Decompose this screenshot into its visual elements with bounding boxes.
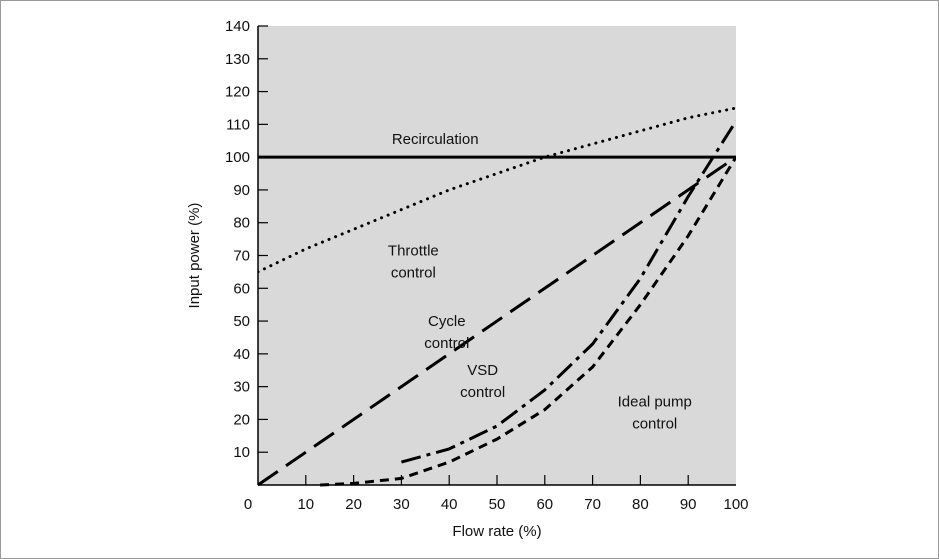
curve-label-line: Throttle	[388, 243, 439, 260]
y-tick-label: 60	[233, 280, 250, 297]
plot-area	[258, 26, 736, 485]
y-tick-label: 120	[225, 84, 250, 101]
x-tick-label: 40	[441, 496, 458, 513]
curve-label: Cycle control	[424, 313, 469, 352]
curve-label-line: Recirculation	[392, 131, 479, 148]
x-tick-label: 70	[584, 496, 601, 513]
y-tick-label: 140	[225, 18, 250, 35]
curve-label-line: control	[424, 335, 469, 352]
x-tick-label: 90	[680, 496, 697, 513]
curve-label: Recirculation	[392, 131, 479, 148]
y-tick-label: 110	[226, 116, 250, 133]
y-tick-label: 20	[233, 411, 250, 428]
x-tick-label: 50	[489, 496, 506, 513]
x-tick-label: 0	[244, 496, 252, 513]
y-tick-label: 10	[233, 444, 250, 461]
curve-label-line: Ideal pump	[618, 393, 692, 410]
curve-label: Throttle control	[388, 243, 439, 282]
curve-label: VSD control	[460, 362, 505, 401]
curve-label: Ideal pump control	[618, 393, 692, 432]
curve-label-line: control	[460, 384, 505, 401]
y-tick-label: 100	[225, 149, 250, 166]
x-tick-label: 60	[536, 496, 553, 513]
y-axis-title: Input power (%)	[186, 203, 203, 309]
x-tick-label: 10	[297, 496, 314, 513]
y-tick-label: 70	[233, 248, 250, 265]
x-tick-label: 80	[632, 496, 649, 513]
x-axis-title: Flow rate (%)	[452, 523, 541, 540]
series-line-dash-dot	[401, 120, 736, 464]
y-tick-label: 30	[233, 379, 250, 396]
curve-label-line: control	[391, 265, 436, 282]
series-line-dotted	[258, 106, 736, 274]
curve-label-line: Cycle	[428, 313, 466, 330]
curve-label-line: VSD	[467, 362, 498, 379]
y-tick-label: 90	[233, 182, 250, 199]
series-line-short-dash	[320, 156, 736, 487]
curve-label-line: control	[632, 415, 677, 432]
series-line-dashed	[258, 155, 736, 487]
x-tick-label: 20	[345, 496, 362, 513]
y-tick-label: 40	[233, 346, 250, 363]
y-tick-label: 50	[233, 313, 250, 330]
y-tick-label: 80	[233, 215, 250, 232]
x-tick-label: 30	[393, 496, 410, 513]
y-tick-label: 130	[225, 51, 250, 68]
x-tick-label: 100	[723, 496, 748, 513]
